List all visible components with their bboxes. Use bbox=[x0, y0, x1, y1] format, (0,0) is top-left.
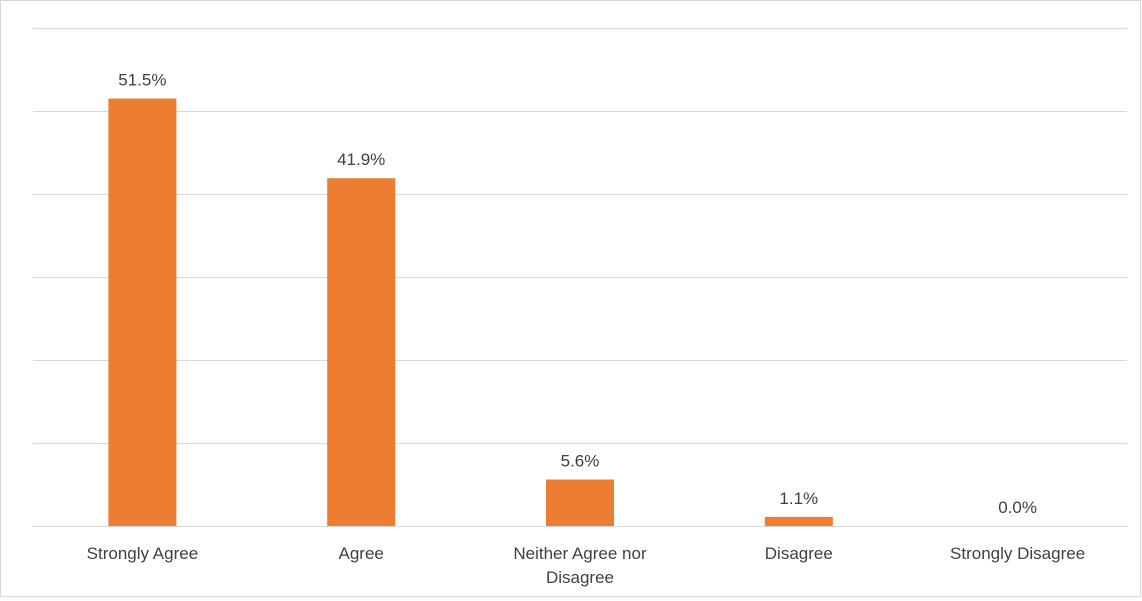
bar bbox=[546, 479, 614, 526]
x-tick-label: Disagree bbox=[765, 544, 833, 563]
bar bbox=[108, 98, 177, 527]
x-tick-label: Neither Agree nor Disagree bbox=[513, 544, 647, 587]
x-tick-label: Strongly Disagree bbox=[950, 544, 1085, 563]
bars bbox=[108, 98, 833, 527]
bar bbox=[764, 516, 833, 526]
x-tick-label: Strongly Agree bbox=[87, 544, 199, 563]
gridlines bbox=[33, 28, 1127, 527]
data-label: 5.6% bbox=[561, 452, 600, 471]
x-tick-label: Agree bbox=[339, 544, 384, 563]
x-axis-tick-labels: Strongly Agree Agree Neither Agree nor Disa… bbox=[87, 544, 1086, 587]
data-label: 0.0% bbox=[998, 498, 1037, 517]
data-labels: 51.5% 41.9% 5.6% 1.1% 0.0% bbox=[118, 71, 1037, 517]
data-label: 51.5% bbox=[118, 71, 166, 90]
bar bbox=[327, 178, 396, 527]
data-label: 1.1% bbox=[779, 489, 818, 508]
data-label: 41.9% bbox=[337, 150, 385, 169]
